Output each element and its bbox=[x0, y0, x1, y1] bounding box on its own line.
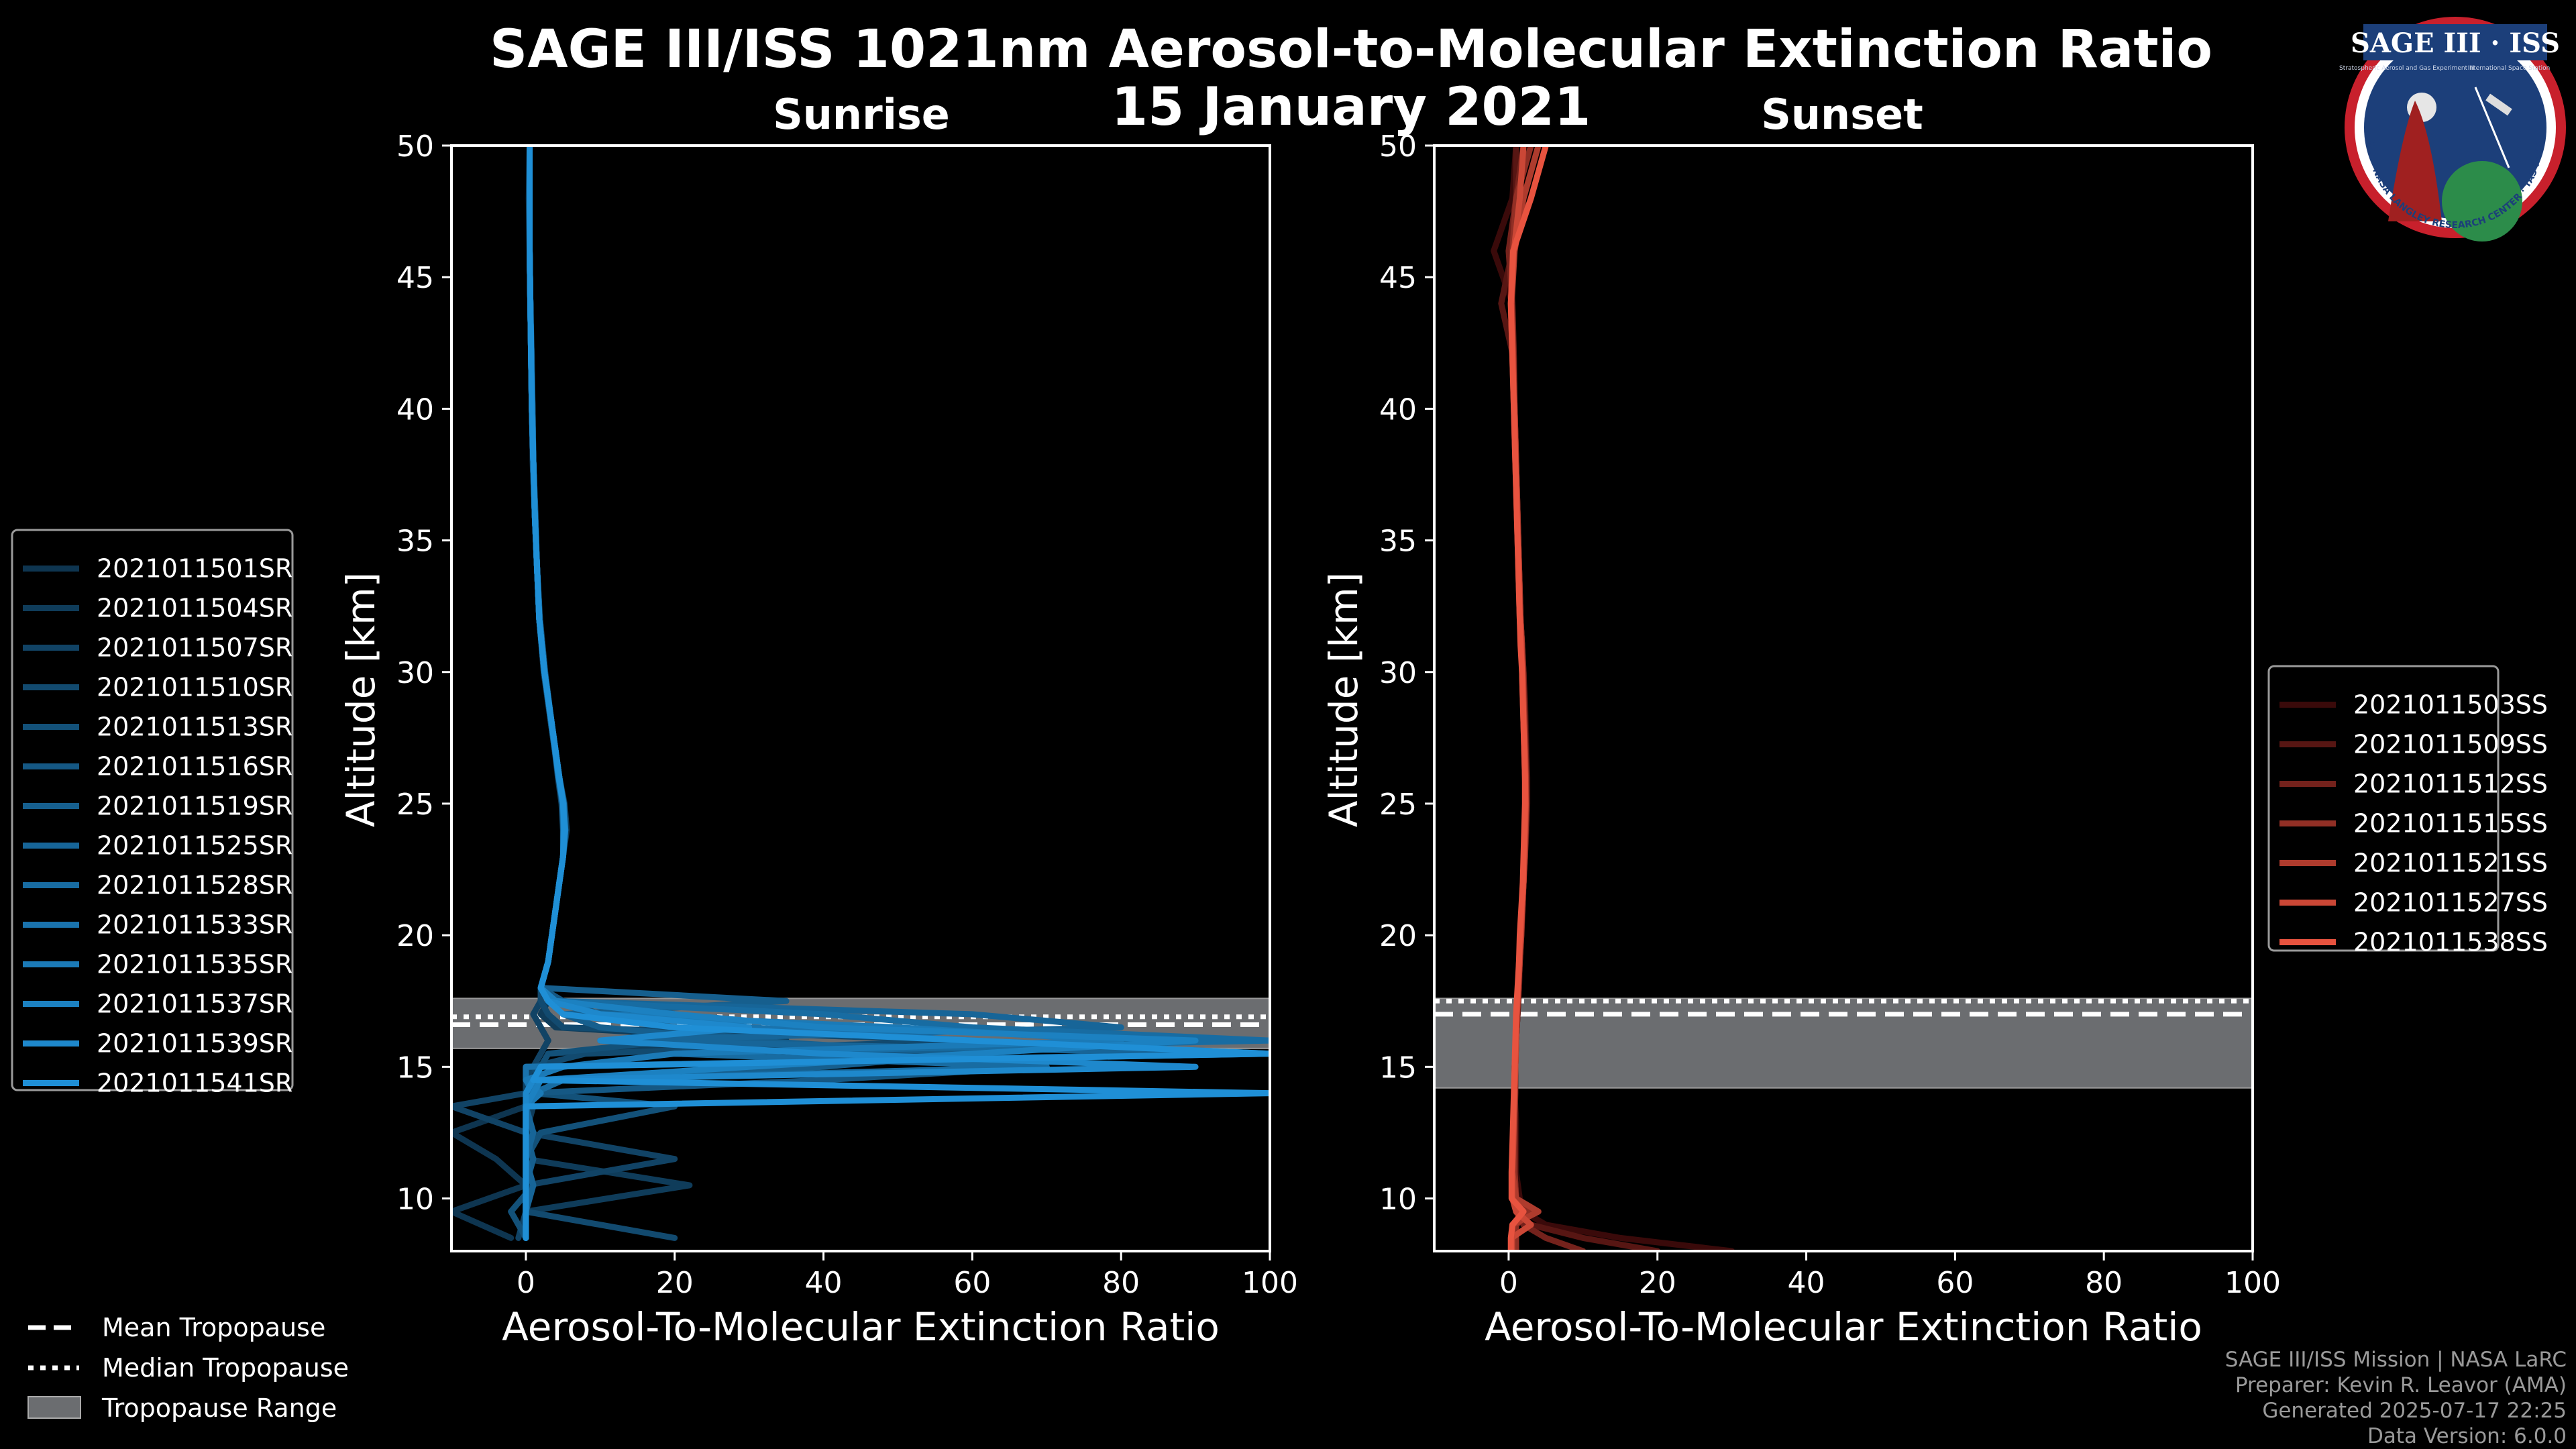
sunrise-legend-label: 2021011513SR bbox=[97, 712, 292, 742]
sunrise-ytick-label: 50 bbox=[396, 129, 434, 164]
sunset-tropopause bbox=[1434, 998, 2253, 1089]
logo-title: SAGE III · ISS bbox=[2351, 28, 2560, 59]
credits: SAGE III/ISS Mission | NASA LaRC Prepare… bbox=[2225, 1348, 2567, 1448]
credit-generated: Generated 2025-07-17 22:25 bbox=[2262, 1399, 2567, 1423]
sunrise-ytick-label: 25 bbox=[396, 788, 434, 822]
sunrise-ytick-label: 10 bbox=[396, 1183, 434, 1217]
mean-tropopause-label: Mean Tropopause bbox=[102, 1313, 325, 1342]
sunrise-ytick-label: 30 bbox=[396, 656, 434, 690]
logo-caption-left: Stratospheric Aerosol and Gas Experiment… bbox=[2339, 65, 2475, 72]
sunrise-ytick-label: 35 bbox=[396, 525, 434, 559]
sunset-xtick-label: 80 bbox=[2085, 1266, 2123, 1300]
sunrise-legend-label: 2021011507SR bbox=[97, 633, 292, 663]
logo-earth-icon bbox=[2442, 161, 2522, 241]
tropopause-range-swatch bbox=[28, 1396, 81, 1419]
sunrise-xlabel: Aerosol-To-Molecular Extinction Ratio bbox=[502, 1304, 1220, 1350]
sunrise-xtick-label: 20 bbox=[656, 1266, 694, 1300]
sunrise-legend-label: 2021011528SR bbox=[97, 871, 292, 900]
sunset-ytick-label: 10 bbox=[1379, 1183, 1417, 1217]
logo-caption-right: International Space Station bbox=[2468, 65, 2551, 72]
sunrise-legend-label: 2021011510SR bbox=[97, 673, 292, 702]
sunset-legend-label: 2021011527SS bbox=[2353, 888, 2548, 918]
sunset-ticks: 0 20 40 60 80 100 10 15 20 25 30 35 40 45 50 bbox=[1379, 129, 2281, 1300]
sunset-legend-label: 2021011509SS bbox=[2353, 730, 2548, 759]
logo-iss-icon bbox=[2485, 93, 2512, 116]
sunrise-legend-box bbox=[11, 529, 294, 1091]
sunset-xtick-label: 0 bbox=[1499, 1266, 1518, 1300]
credit-preparer: Preparer: Kevin R. Leavor (AMA) bbox=[2235, 1373, 2567, 1397]
sunset-ytick-label: 15 bbox=[1379, 1051, 1417, 1085]
sunset-xlabel: Aerosol-To-Molecular Extinction Ratio bbox=[1485, 1304, 2202, 1350]
sunrise-xtick-label: 40 bbox=[805, 1266, 843, 1300]
sunset-tropopause-range bbox=[1434, 998, 2253, 1089]
tropopause-range-label: Tropopause Range bbox=[101, 1393, 337, 1423]
sunrise-title: Sunrise bbox=[773, 90, 950, 139]
sunset-ytick-label: 25 bbox=[1379, 788, 1417, 822]
sunset-legend-label: 2021011515SS bbox=[2353, 809, 2548, 839]
sunrise-legend-label: 2021011501SR bbox=[97, 554, 292, 584]
sunrise-ytick-label: 20 bbox=[396, 919, 434, 953]
sunset-ytick-label: 35 bbox=[1379, 525, 1417, 559]
sunset-xtick-label: 60 bbox=[1936, 1266, 1974, 1300]
sunset-legend-box bbox=[2267, 665, 2500, 952]
sunrise-legend-label: 2021011541SR bbox=[97, 1069, 292, 1098]
sunrise-legend-label: 2021011539SR bbox=[97, 1029, 292, 1059]
sunrise-legend: 2021011501SR 2021011504SR 2021011507SR 2021… bbox=[11, 529, 294, 1098]
sunset-legend-label: 2021011503SS bbox=[2353, 690, 2548, 720]
sunrise-legend-label: 2021011537SR bbox=[97, 989, 292, 1019]
credit-data-version: Data Version: 6.0.0 bbox=[2367, 1424, 2567, 1448]
sunrise-legend-label: 2021011519SR bbox=[97, 792, 292, 821]
sunrise-xtick-label: 100 bbox=[1242, 1266, 1298, 1300]
credit-mission: SAGE III/ISS Mission | NASA LaRC bbox=[2225, 1348, 2567, 1372]
sunrise-series-lines bbox=[451, 146, 1270, 1241]
sunset-axes-frame bbox=[1433, 144, 2254, 1252]
sunrise-legend-label: 2021011504SR bbox=[97, 594, 292, 623]
sunset-xtick-label: 20 bbox=[1639, 1266, 1676, 1300]
sunset-xtick-label: 40 bbox=[1788, 1266, 1825, 1300]
sunset-ytick-label: 30 bbox=[1379, 656, 1417, 690]
sunrise-ytick-label: 40 bbox=[396, 392, 434, 427]
sunrise-legend-label: 2021011535SR bbox=[97, 950, 292, 979]
sunset-ytick-label: 45 bbox=[1379, 261, 1417, 295]
sunrise-legend-label: 2021011516SR bbox=[97, 752, 292, 782]
sunrise-xtick-label: 0 bbox=[517, 1266, 535, 1300]
sunset-ylabel: Altitude [km] bbox=[1321, 572, 1366, 827]
sunrise-xtick-label: 80 bbox=[1102, 1266, 1140, 1300]
sunset-ytick-label: 40 bbox=[1379, 392, 1417, 427]
sunrise-ticks: 0 20 40 60 80 100 10 15 20 25 30 35 40 45 50 bbox=[396, 129, 1298, 1300]
sunset-series-2021011538SS bbox=[1507, 146, 1549, 1251]
sunset-legend-label: 2021011538SS bbox=[2353, 928, 2548, 957]
sunset-xtick-label: 100 bbox=[2224, 1266, 2281, 1300]
sunset-ytick-label: 50 bbox=[1379, 129, 1417, 164]
tropopause-legend: Mean Tropopause Median Tropopause Tropop… bbox=[28, 1313, 349, 1423]
sunset-panel: Sunset 0 20 40 60 80 100 10 15 20 25 30 35 40 45 50 Ae… bbox=[1321, 90, 2281, 1350]
logo-wizard-icon bbox=[2388, 101, 2442, 221]
sunrise-legend-label: 2021011533SR bbox=[97, 910, 292, 940]
sunrise-ylabel: Altitude [km] bbox=[338, 572, 384, 827]
logo-banner bbox=[2363, 24, 2547, 60]
figure-date: 15 January 2021 bbox=[1112, 77, 1591, 138]
figure-title: SAGE III/ISS 1021nm Aerosol-to-Molecular… bbox=[490, 19, 2212, 80]
sunset-legend: 2021011503SS 2021011509SS 2021011512SS 2021… bbox=[2267, 665, 2548, 957]
sunset-legend-label: 2021011521SS bbox=[2353, 849, 2548, 878]
sunrise-series-2021011541SR bbox=[523, 146, 1270, 1241]
sunrise-ytick-label: 45 bbox=[396, 261, 434, 295]
logo-beam-icon bbox=[2474, 87, 2510, 168]
sunset-ytick-label: 20 bbox=[1379, 919, 1417, 953]
sunset-title: Sunset bbox=[1761, 90, 1923, 139]
sunrise-legend-label: 2021011525SR bbox=[97, 831, 292, 861]
median-tropopause-label: Median Tropopause bbox=[102, 1353, 349, 1383]
sunrise-ytick-label: 15 bbox=[396, 1051, 434, 1085]
sunset-series-lines bbox=[1491, 146, 1735, 1251]
sunrise-xtick-label: 60 bbox=[953, 1266, 991, 1300]
sunset-legend-label: 2021011512SS bbox=[2353, 769, 2548, 799]
sunrise-panel: Sunrise 0 20 40 60 80 100 10 15 20 25 30 35 40 45 50 A… bbox=[338, 90, 1298, 1350]
sunrise-axes-frame bbox=[450, 144, 1271, 1252]
